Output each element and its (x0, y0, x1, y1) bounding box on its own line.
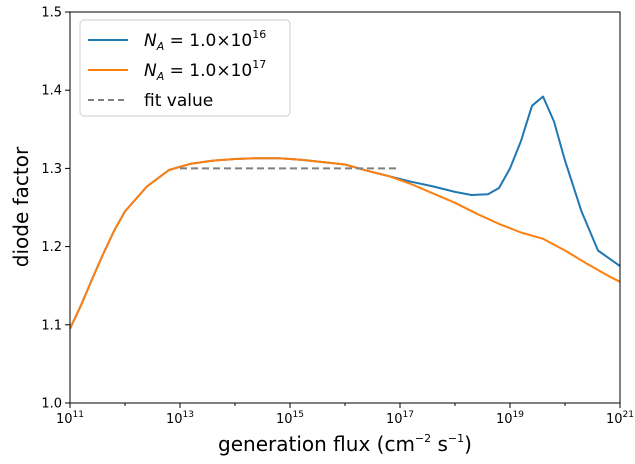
y-tick-label: 1.4 (41, 84, 62, 99)
plot-lines (69, 95, 621, 330)
x-axis-label: generation flux (cm−2 s−1) (218, 432, 472, 456)
y-tick-label: 1.2 (41, 240, 62, 255)
legend-label-fit: fit value (144, 91, 213, 111)
x-tick-label: 1017 (386, 410, 414, 427)
y-tick-label: 1.3 (41, 162, 62, 177)
legend: NA = 1.0×1016 NA = 1.0×1017 fit value (79, 19, 291, 117)
y-tick-label: 1.1 (41, 318, 62, 333)
series-line-1 (69, 95, 621, 330)
y-tick-label: 1.0 (41, 397, 62, 412)
legend-label-series-2: NA = 1.0×1017 (144, 58, 266, 83)
x-tick-label: 1019 (496, 410, 524, 427)
x-axis-ticks: 1011 1013 1015 1017 1019 1021 (56, 403, 634, 427)
x-tick-label: 1015 (276, 410, 304, 427)
y-axis-label: diode factor (9, 146, 33, 267)
legend-box (79, 19, 291, 117)
x-tick-label: 1011 (56, 410, 84, 427)
y-axis-ticks: 1.0 1.1 1.2 1.3 1.4 1.5 (41, 6, 70, 412)
series-line-2 (69, 157, 621, 330)
x-tick-label: 1013 (166, 410, 194, 427)
y-tick-label: 1.5 (41, 6, 62, 21)
legend-label-series-1: NA = 1.0×1016 (144, 28, 266, 53)
x-tick-label: 1021 (606, 410, 634, 427)
